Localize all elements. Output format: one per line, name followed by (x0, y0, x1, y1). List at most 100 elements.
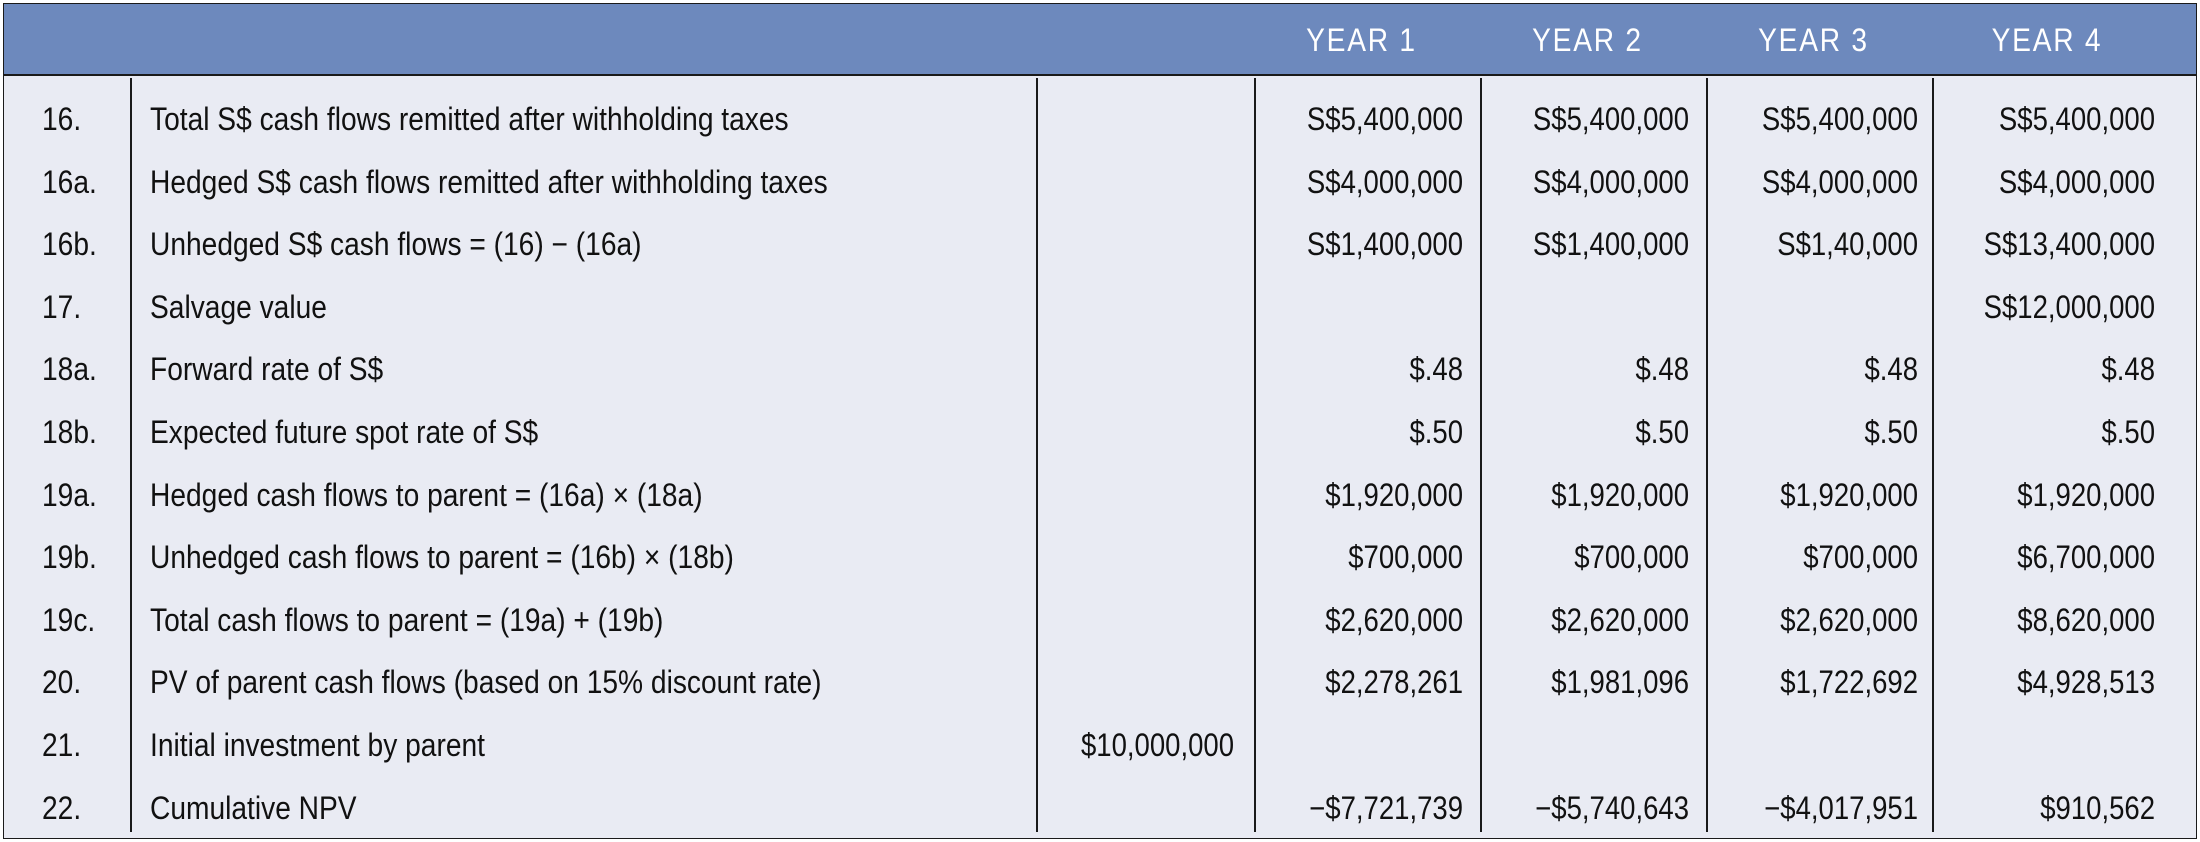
year-2-value: $1,920,000 (1551, 476, 1689, 513)
year-2-value: $700,000 (1574, 539, 1689, 576)
year-3-header: YEAR 3 (1758, 22, 1869, 58)
column-divider (1036, 78, 1038, 832)
year-2-value: $1,981,096 (1551, 664, 1689, 701)
row-description: Hedged cash flows to parent = (16a) × (1… (150, 476, 703, 513)
row-description: Initial investment by parent (150, 727, 485, 763)
year-1-value: $1,920,000 (1325, 476, 1463, 513)
table-row: 19b. Unhedged cash flows to parent = (16b… (4, 526, 2196, 588)
table-row: 16b. Unhedged S$ cash flows = (16) − (16a… (4, 213, 2196, 275)
row-description: Unhedged S$ cash flows = (16) − (16a) (150, 226, 642, 263)
table-row: 21. Initial investment by parent $10,000,0… (4, 714, 2196, 776)
row-number: 19b. (42, 539, 97, 576)
row-number: 18b. (42, 414, 97, 450)
year-2-value (1513, 714, 1689, 776)
year-4-value: S$13,400,000 (1983, 226, 2155, 263)
row-number: 22. (42, 789, 82, 826)
year-3-value: $700,000 (1803, 539, 1918, 576)
column-divider (1932, 78, 1934, 832)
year-1-value: $2,620,000 (1325, 601, 1463, 638)
row-number: 16a. (42, 163, 97, 200)
row-number: 21. (42, 727, 82, 763)
year-3-value (1739, 276, 1918, 338)
year-4-value: $4,928,513 (2017, 664, 2155, 701)
year-4-value: S$12,000,000 (1983, 288, 2155, 325)
table-header: YEAR 1 YEAR 2 YEAR 3 YEAR 4 (4, 4, 2196, 76)
year-4-value: S$5,400,000 (1998, 101, 2155, 137)
initial-value (1071, 589, 1234, 651)
year-2-value: S$1,400,000 (1532, 226, 1689, 263)
table-row: 18b. Expected future spot rate of S$ $.50 $… (4, 401, 2196, 463)
row-description: Hedged S$ cash flows remitted after with… (150, 163, 828, 200)
year-4-value: $6,700,000 (2017, 539, 2155, 576)
year-2-header: YEAR 2 (1532, 22, 1643, 58)
row-number: 19c. (42, 601, 96, 638)
year-4-header: YEAR 4 (1991, 22, 2103, 58)
table-row: 22. Cumulative NPV −$7,721,739 −$5,740,643 −… (4, 777, 2196, 839)
year-3-value: $.48 (1864, 351, 1918, 388)
row-number: 16. (42, 101, 82, 137)
year-4-value: $.50 (2101, 414, 2155, 450)
row-description: Salvage value (150, 288, 327, 325)
year-3-value: S$4,000,000 (1761, 163, 1918, 200)
year-2-value: S$4,000,000 (1532, 163, 1689, 200)
row-description: Cumulative NPV (150, 789, 357, 826)
year-1-value: $.50 (1409, 414, 1463, 450)
year-2-value: $2,620,000 (1551, 601, 1689, 638)
initial-value (1071, 276, 1234, 338)
year-4-value: $.48 (2101, 351, 2155, 388)
year-3-value: $2,620,000 (1780, 601, 1918, 638)
initial-value (1071, 88, 1234, 150)
year-3-value: S$1,40,000 (1777, 226, 1918, 263)
cash-flow-table: YEAR 1 YEAR 2 YEAR 3 YEAR 4 16. Total S$ … (3, 3, 2197, 839)
year-1-value: −$7,721,739 (1309, 789, 1463, 826)
table-row: 16. Total S$ cash flows remitted after wi… (4, 88, 2196, 150)
year-3-value: $1,920,000 (1780, 476, 1918, 513)
row-number: 17. (42, 288, 82, 325)
year-3-value: $1,722,692 (1780, 664, 1918, 701)
row-number: 16b. (42, 226, 97, 263)
year-3-value (1739, 714, 1918, 776)
initial-value (1071, 651, 1234, 713)
year-4-value: S$4,000,000 (1998, 163, 2155, 200)
year-1-value: S$1,400,000 (1306, 226, 1463, 263)
table-row: 17. Salvage value S$12,000,000 (4, 276, 2196, 338)
table-row: 19a. Hedged cash flows to parent = (16a) … (4, 464, 2196, 526)
initial-value (1071, 526, 1234, 588)
row-description: Total cash flows to parent = (19a) + (19… (150, 601, 664, 638)
initial-value (1071, 213, 1234, 275)
year-1-value: $2,278,261 (1325, 664, 1463, 701)
row-number: 19a. (42, 476, 97, 513)
year-1-value: $700,000 (1348, 539, 1463, 576)
column-divider (1480, 78, 1482, 832)
year-3-value: $.50 (1864, 414, 1918, 450)
year-2-value: −$5,740,643 (1535, 789, 1689, 826)
row-description: Expected future spot rate of S$ (150, 414, 539, 450)
year-1-value: S$5,400,000 (1306, 101, 1463, 137)
year-4-value: $8,620,000 (2017, 601, 2155, 638)
row-description: Forward rate of S$ (150, 351, 384, 388)
year-4-value (1970, 714, 2155, 776)
year-2-value: $.50 (1635, 414, 1689, 450)
column-divider (1254, 78, 1256, 832)
column-divider (130, 78, 132, 832)
initial-value (1071, 151, 1234, 213)
year-3-value: S$5,400,000 (1761, 101, 1918, 137)
year-1-header: YEAR 1 (1306, 22, 1417, 58)
table-row: 18a. Forward rate of S$ $.48 $.48 $.48 $.48 (4, 338, 2196, 400)
initial-value (1071, 401, 1234, 463)
initial-value (1071, 777, 1234, 839)
year-1-value (1287, 276, 1463, 338)
table-row: 20. PV of parent cash flows (based on 15%… (4, 651, 2196, 713)
year-1-value: S$4,000,000 (1306, 163, 1463, 200)
row-description: PV of parent cash flows (based on 15% di… (150, 664, 822, 701)
row-description: Total S$ cash flows remitted after withh… (150, 101, 789, 137)
initial-value (1071, 338, 1234, 400)
table-row: 19c. Total cash flows to parent = (19a) +… (4, 589, 2196, 651)
table-row: 16a. Hedged S$ cash flows remitted after … (4, 151, 2196, 213)
initial-value (1071, 464, 1234, 526)
year-1-value: $.48 (1409, 351, 1463, 388)
year-4-value: $910,562 (2040, 789, 2155, 826)
year-2-value (1513, 276, 1689, 338)
year-1-value (1287, 714, 1463, 776)
year-4-value: $1,920,000 (2017, 476, 2155, 513)
